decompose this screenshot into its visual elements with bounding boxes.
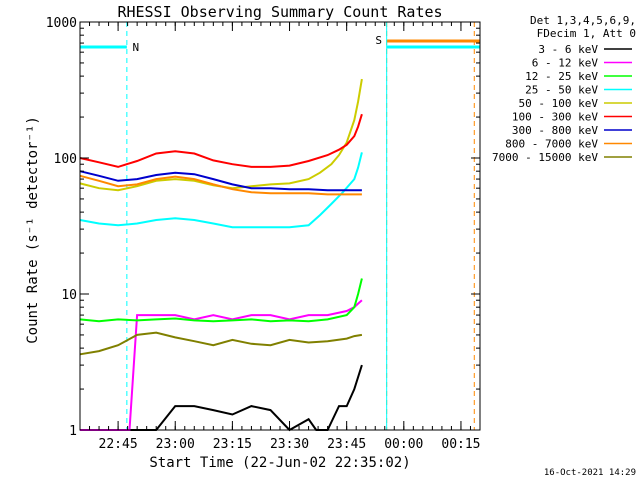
legend-header-line: Det 1,3,4,5,6,9, bbox=[530, 14, 636, 27]
series-line-7000-15000keV bbox=[79, 331, 363, 356]
series-line-12-25keV bbox=[79, 278, 363, 323]
x-tick-label: 23:45 bbox=[327, 437, 366, 452]
series-line-800-7000keV bbox=[79, 174, 362, 196]
x-tick-label: 00:00 bbox=[384, 437, 423, 452]
legend-label: 25 - 50 keV bbox=[525, 84, 598, 97]
legend: Det 1,3,4,5,6,9,FDecim 1, Att 0 3 - 6 keV… bbox=[492, 14, 636, 164]
legend-label: 300 - 800 keV bbox=[512, 124, 598, 137]
y-tick-label: 100 bbox=[54, 152, 77, 167]
legend-header-line: FDecim 1, Att 0 bbox=[537, 27, 636, 40]
series-line-100-300keV bbox=[79, 113, 363, 168]
x-tick-label: 22:45 bbox=[99, 437, 138, 452]
plot-background bbox=[80, 22, 480, 430]
footer-timestamp: 16-Oct-2021 14:29 bbox=[544, 468, 636, 478]
series-line-6-12keV bbox=[80, 299, 363, 431]
legend-label: 3 - 6 keV bbox=[538, 43, 598, 56]
x-tick-label: 00:15 bbox=[441, 437, 480, 452]
legend-label: 800 - 7000 keV bbox=[505, 138, 598, 151]
plot-area bbox=[80, 22, 480, 430]
series-line-300-800keV bbox=[79, 170, 362, 192]
annotation-label-saa: S bbox=[375, 34, 382, 47]
legend-label: 50 - 100 keV bbox=[519, 97, 599, 110]
y-tick-label: 10 bbox=[61, 288, 77, 303]
x-tick-label: 23:15 bbox=[213, 437, 252, 452]
series-lines bbox=[79, 78, 363, 432]
x-tick-label: 23:00 bbox=[156, 437, 195, 452]
y-axis-label: Count Rate (s⁻¹ detector⁻¹) bbox=[25, 116, 41, 344]
x-axis-label: Start Time (22-Jun-02 22:35:02) bbox=[149, 455, 410, 471]
annotation-label-night: N bbox=[133, 41, 140, 54]
legend-label: 12 - 25 keV bbox=[525, 70, 598, 83]
chart-title: RHESSI Observing Summary Count Rates bbox=[117, 3, 442, 21]
x-tick-label: 23:30 bbox=[270, 437, 309, 452]
legend-label: 7000 - 15000 keV bbox=[492, 151, 598, 164]
series-line-25-50keV bbox=[79, 152, 363, 229]
legend-label: 100 - 300 keV bbox=[512, 111, 598, 124]
legend-label: 6 - 12 keV bbox=[532, 57, 599, 70]
axes: 1 10 100 1000 22:45 23:00 23:15 23:30 23:45 00:00… bbox=[46, 16, 481, 452]
y-tick-label: 1000 bbox=[46, 16, 77, 31]
y-tick-label: 1 bbox=[69, 424, 77, 439]
